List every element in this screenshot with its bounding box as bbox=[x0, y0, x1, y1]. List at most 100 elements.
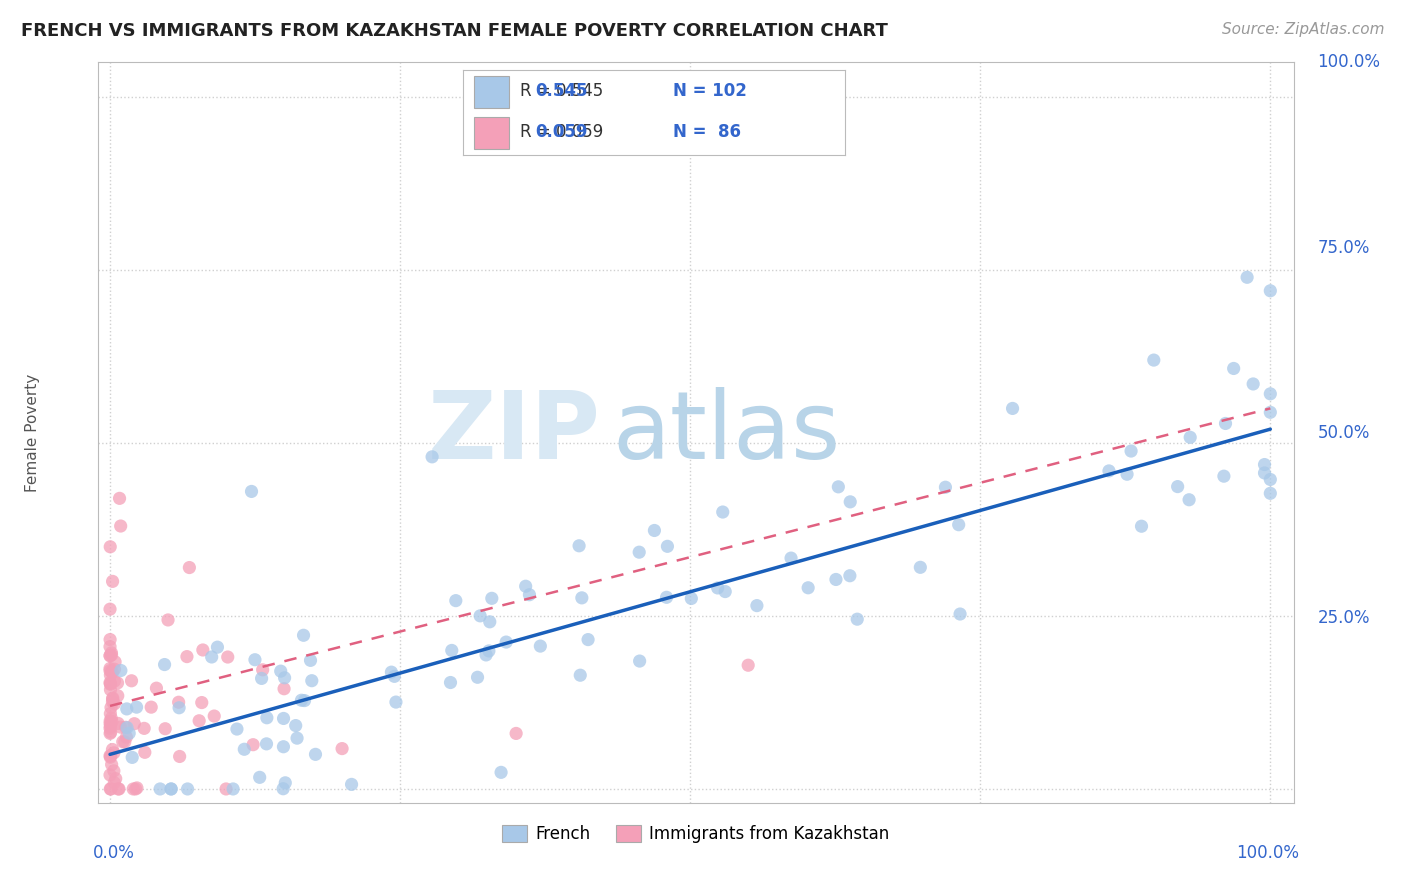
Point bbox=[284, 718, 307, 732]
Point bbox=[628, 545, 651, 559]
Point bbox=[202, 709, 225, 723]
Point bbox=[122, 781, 145, 796]
Point bbox=[243, 653, 266, 667]
Point bbox=[176, 649, 198, 664]
Point bbox=[481, 591, 503, 606]
Point bbox=[124, 781, 146, 796]
Point bbox=[98, 719, 121, 733]
Point bbox=[98, 748, 121, 763]
Point bbox=[179, 560, 201, 574]
Point bbox=[1130, 519, 1153, 533]
Point bbox=[98, 602, 121, 616]
Point bbox=[101, 692, 124, 706]
Point bbox=[100, 668, 122, 682]
Point bbox=[107, 716, 129, 731]
Point bbox=[1143, 353, 1166, 368]
Point bbox=[515, 579, 537, 593]
Point bbox=[98, 706, 121, 721]
Point bbox=[655, 591, 678, 605]
Text: 100.0%: 100.0% bbox=[1236, 844, 1299, 862]
Point bbox=[839, 495, 862, 509]
Point bbox=[681, 591, 703, 606]
Point bbox=[201, 650, 224, 665]
Point bbox=[294, 693, 316, 707]
Point bbox=[100, 781, 122, 796]
Point bbox=[273, 681, 295, 696]
Point bbox=[1212, 469, 1234, 483]
Point bbox=[110, 519, 132, 533]
Point bbox=[285, 731, 308, 746]
Point bbox=[478, 615, 501, 629]
Point bbox=[100, 700, 122, 714]
Point bbox=[207, 640, 229, 655]
Point bbox=[420, 450, 443, 464]
Point bbox=[145, 681, 167, 695]
Text: ZIP: ZIP bbox=[427, 386, 600, 479]
Point bbox=[711, 505, 734, 519]
Point bbox=[340, 777, 363, 791]
Point bbox=[825, 573, 848, 587]
Point bbox=[114, 735, 136, 749]
Point bbox=[101, 665, 124, 680]
Point bbox=[827, 480, 849, 494]
Point bbox=[108, 491, 131, 506]
Point bbox=[98, 726, 121, 740]
Point bbox=[104, 655, 127, 669]
Point bbox=[124, 716, 146, 731]
Point bbox=[160, 781, 183, 796]
Point bbox=[1236, 270, 1258, 285]
Point bbox=[115, 702, 138, 716]
Point bbox=[98, 768, 121, 782]
Point bbox=[98, 632, 121, 647]
Point bbox=[301, 673, 323, 688]
Point bbox=[98, 676, 121, 690]
Point bbox=[1001, 401, 1024, 416]
Point bbox=[149, 781, 172, 796]
Text: Female Poverty: Female Poverty bbox=[25, 374, 41, 491]
Point bbox=[100, 682, 122, 697]
Point bbox=[1098, 464, 1121, 478]
Point bbox=[256, 711, 278, 725]
Point bbox=[98, 661, 121, 675]
Point bbox=[114, 720, 136, 734]
Point bbox=[100, 757, 122, 772]
Point bbox=[1253, 466, 1275, 480]
Point bbox=[470, 608, 492, 623]
Point bbox=[1253, 458, 1275, 472]
Point bbox=[103, 764, 125, 778]
Point bbox=[188, 714, 211, 728]
Point bbox=[222, 781, 245, 796]
Point bbox=[98, 675, 121, 690]
Point bbox=[104, 772, 127, 786]
Point bbox=[505, 726, 527, 740]
Text: 0.0%: 0.0% bbox=[93, 844, 135, 862]
Point bbox=[100, 725, 122, 739]
Point bbox=[176, 781, 198, 796]
Point bbox=[103, 674, 125, 689]
Point bbox=[440, 643, 463, 657]
Point bbox=[167, 700, 190, 714]
Point bbox=[299, 653, 322, 667]
Point bbox=[98, 781, 121, 796]
Point bbox=[98, 721, 121, 735]
Point bbox=[1116, 467, 1139, 482]
Point bbox=[290, 693, 312, 707]
Point bbox=[121, 673, 143, 688]
Text: 50.0%: 50.0% bbox=[1317, 424, 1369, 442]
Point bbox=[714, 584, 737, 599]
Point bbox=[797, 581, 820, 595]
Point bbox=[1119, 444, 1142, 458]
Point bbox=[103, 662, 125, 676]
Point bbox=[273, 711, 295, 725]
Point bbox=[444, 593, 467, 607]
Point bbox=[98, 540, 121, 554]
Point bbox=[107, 676, 129, 690]
Point bbox=[529, 639, 551, 653]
Point bbox=[110, 720, 132, 734]
Point bbox=[745, 599, 768, 613]
Point bbox=[304, 747, 326, 762]
Point bbox=[330, 741, 353, 756]
Point bbox=[657, 539, 679, 553]
Point bbox=[576, 632, 599, 647]
Point bbox=[1180, 430, 1202, 444]
